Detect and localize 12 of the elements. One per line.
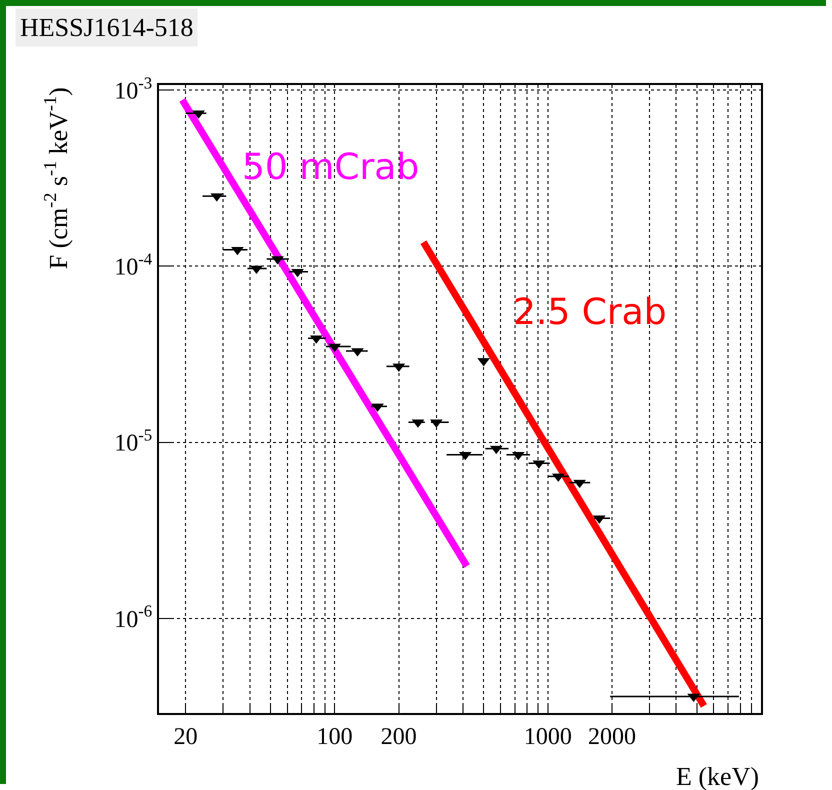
x-tick-label: 200 [380, 724, 417, 750]
y-tick-label: 10$^{-6}$ [114, 602, 152, 633]
x-tick-label: 2000 [588, 724, 636, 750]
series-label: 50 mCrab [242, 147, 420, 188]
series-label: 2.5 Crab [513, 292, 667, 333]
y-tick-label: 10$^{-3}$ [114, 73, 152, 105]
y-tick-label: 10$^{-5}$ [114, 426, 152, 457]
x-tick-label: 1000 [524, 724, 572, 750]
x-tick-label: 100 [316, 724, 353, 750]
chart-title: HESSJ1614-518 [20, 13, 194, 42]
y-tick-label: 10$^{-4}$ [114, 250, 153, 281]
x-tick-label: 20 [174, 724, 198, 750]
